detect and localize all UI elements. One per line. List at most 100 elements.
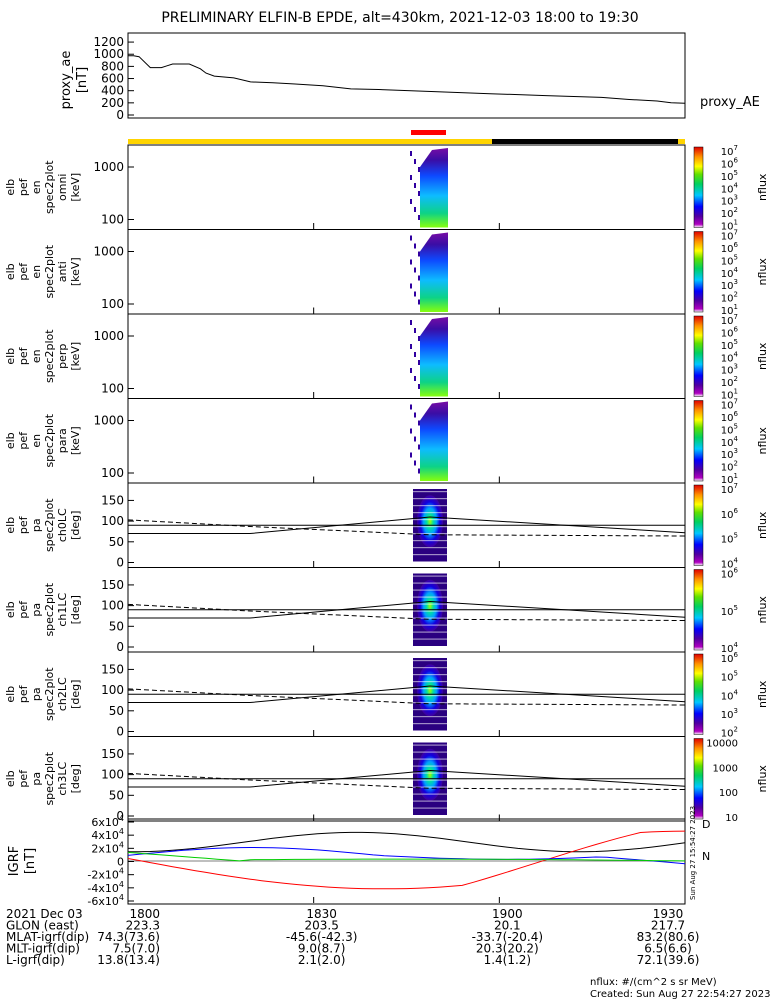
pa-stripe bbox=[413, 540, 447, 542]
pa-stripe bbox=[413, 723, 447, 725]
spectrogram-speck bbox=[410, 199, 412, 204]
orbit-row-value: 7.5(7.0) bbox=[112, 942, 160, 956]
spectrogram-speck bbox=[418, 215, 420, 220]
panel-ytick-label: 0 bbox=[116, 640, 124, 654]
lc-solid-line bbox=[128, 769, 686, 788]
colorbar bbox=[693, 315, 704, 397]
panel-ytick-label: 150 bbox=[101, 493, 124, 507]
igrf-black-line bbox=[128, 831, 686, 853]
panel-frame bbox=[127, 313, 686, 399]
panel-ylabel-line: pa bbox=[30, 687, 43, 701]
spectrogram-speck bbox=[414, 328, 416, 333]
colorbar-tick-label: 101 bbox=[721, 303, 738, 317]
igrf-ytick-label: -4x104 bbox=[87, 880, 124, 895]
spectrogram-speck bbox=[418, 336, 420, 341]
orbit-row-value: -45.6(-42.3) bbox=[286, 930, 357, 944]
colorbar-tick-label: 104 bbox=[721, 435, 739, 449]
colorbar-tick-label: 106 bbox=[721, 410, 739, 424]
spectrogram-flux bbox=[420, 401, 448, 481]
panel-ylabel-line: [deg] bbox=[69, 511, 82, 540]
orbit-row-value: 2.1(2.0) bbox=[298, 953, 346, 967]
pa-stripe bbox=[413, 491, 447, 493]
spectrogram-speck bbox=[418, 167, 420, 172]
panel-ylabel-line: elb bbox=[4, 348, 17, 365]
spectrogram-speck bbox=[418, 444, 420, 450]
spectrogram-panel-5: elb pef pa spec2plot ch1LC [deg] 0 50 100 150 104 1… bbox=[4, 567, 769, 656]
colorbar-tick-label: 104 bbox=[721, 266, 739, 280]
colorbar-tick-label: 10 bbox=[725, 813, 738, 824]
proxy-ae-ytick-label: 600 bbox=[101, 72, 124, 86]
panel-ytick-label: 0 bbox=[116, 809, 124, 823]
panel-ytick-label: 50 bbox=[109, 704, 124, 718]
orbit-row-value: 1800 bbox=[129, 907, 160, 921]
orbit-row-label: GLON (east) bbox=[6, 919, 79, 933]
panel-ytick-label: 100 bbox=[101, 768, 124, 782]
panel-ylabel-line: pef bbox=[17, 177, 30, 196]
spectrogram-speck bbox=[410, 235, 412, 241]
spectrogram-speck bbox=[414, 436, 416, 442]
colorbar bbox=[693, 569, 704, 651]
colorbar-tick-label: 105 bbox=[721, 253, 738, 267]
orbit-row-value: 1900 bbox=[492, 907, 523, 921]
spectrogram-speck bbox=[410, 283, 412, 289]
orbit-row-value: -33.7(-20.4) bbox=[472, 930, 543, 944]
panel-ylabel-line: pa bbox=[30, 603, 43, 617]
pa-flux bbox=[417, 579, 443, 632]
pa-stripe bbox=[413, 758, 447, 760]
pa-stripe bbox=[413, 505, 447, 507]
orbit-bar-black bbox=[492, 139, 678, 144]
colorbar-tick-label: 102 bbox=[721, 375, 738, 389]
colorbar-tick-label: 102 bbox=[721, 460, 738, 474]
orbit-row-value: 1.4(1.2) bbox=[484, 953, 532, 967]
panel-ylabel-line: elb bbox=[4, 770, 17, 787]
igrf-ytick-label: -2x104 bbox=[87, 867, 124, 882]
colorbar-tick-label: 105 bbox=[721, 338, 738, 352]
colorbar-tick-label: 107 bbox=[721, 482, 738, 496]
spectrogram-speck bbox=[418, 384, 420, 389]
spectrogram-speck bbox=[418, 251, 420, 257]
igrf-ytick-label: 6x104 bbox=[91, 814, 124, 829]
chart-title: PRELIMINARY ELFIN-B EPDE, alt=430km, 202… bbox=[161, 10, 638, 26]
colorbar bbox=[693, 484, 704, 566]
panel-ylabel-line: pef bbox=[17, 769, 30, 788]
colorbar-tick-label: 104 bbox=[721, 557, 739, 571]
panel-ytick-label: 100 bbox=[101, 466, 124, 480]
pa-stripe bbox=[413, 575, 447, 577]
pa-stripe bbox=[413, 547, 447, 549]
lc-dashed-line bbox=[127, 603, 686, 622]
pa-stripe bbox=[413, 498, 447, 500]
spectrogram-flux bbox=[420, 148, 448, 228]
orbit-bar-yellow-end bbox=[678, 139, 685, 144]
spectrogram-speck bbox=[410, 428, 412, 434]
igrf-ylabel: IGRF bbox=[7, 846, 22, 876]
colorbar bbox=[693, 653, 704, 735]
orbit-row-value: 6.5(6.6) bbox=[644, 942, 692, 956]
colorbar-tick-label: 102 bbox=[721, 726, 738, 740]
colorbar-tick-label: 106 bbox=[721, 156, 739, 170]
panel-ytick-label: 50 bbox=[109, 788, 124, 802]
pa-stripe bbox=[413, 695, 447, 697]
panel-frame bbox=[127, 229, 686, 315]
colorbar-tick-label: 101 bbox=[721, 388, 738, 402]
panel-ylabel-line: pef bbox=[17, 600, 30, 619]
panel-ylabel-line: [keV] bbox=[69, 173, 82, 202]
pa-stripe bbox=[413, 765, 447, 767]
spectrogram-speck bbox=[410, 151, 412, 156]
panel-ytick-label: 150 bbox=[101, 747, 124, 761]
pa-stripe bbox=[413, 772, 447, 774]
spectrogram-panel-1: elb pef en spec2plot anti [keV]10010001011021… bbox=[4, 229, 769, 318]
colorbar-tick-label: 101 bbox=[721, 472, 738, 486]
panel-ylabel-line: omni bbox=[56, 174, 69, 201]
pa-stripe bbox=[413, 617, 447, 619]
colorbar-tick-label: 103 bbox=[721, 447, 738, 461]
colorbar bbox=[693, 231, 704, 313]
proxy-ae-ylabel: proxy_ae bbox=[59, 51, 74, 110]
colorbar-label: nflux bbox=[756, 596, 769, 624]
colorbar-tick-label: 102 bbox=[721, 206, 738, 220]
panel-ylabel-line: pef bbox=[17, 346, 30, 365]
pa-stripe bbox=[413, 688, 447, 690]
panel-ytick-label: 100 bbox=[101, 213, 124, 227]
colorbar-tick-label: 107 bbox=[721, 398, 738, 412]
spectrogram-speck bbox=[414, 291, 416, 297]
colorbar-label: nflux bbox=[756, 511, 769, 539]
